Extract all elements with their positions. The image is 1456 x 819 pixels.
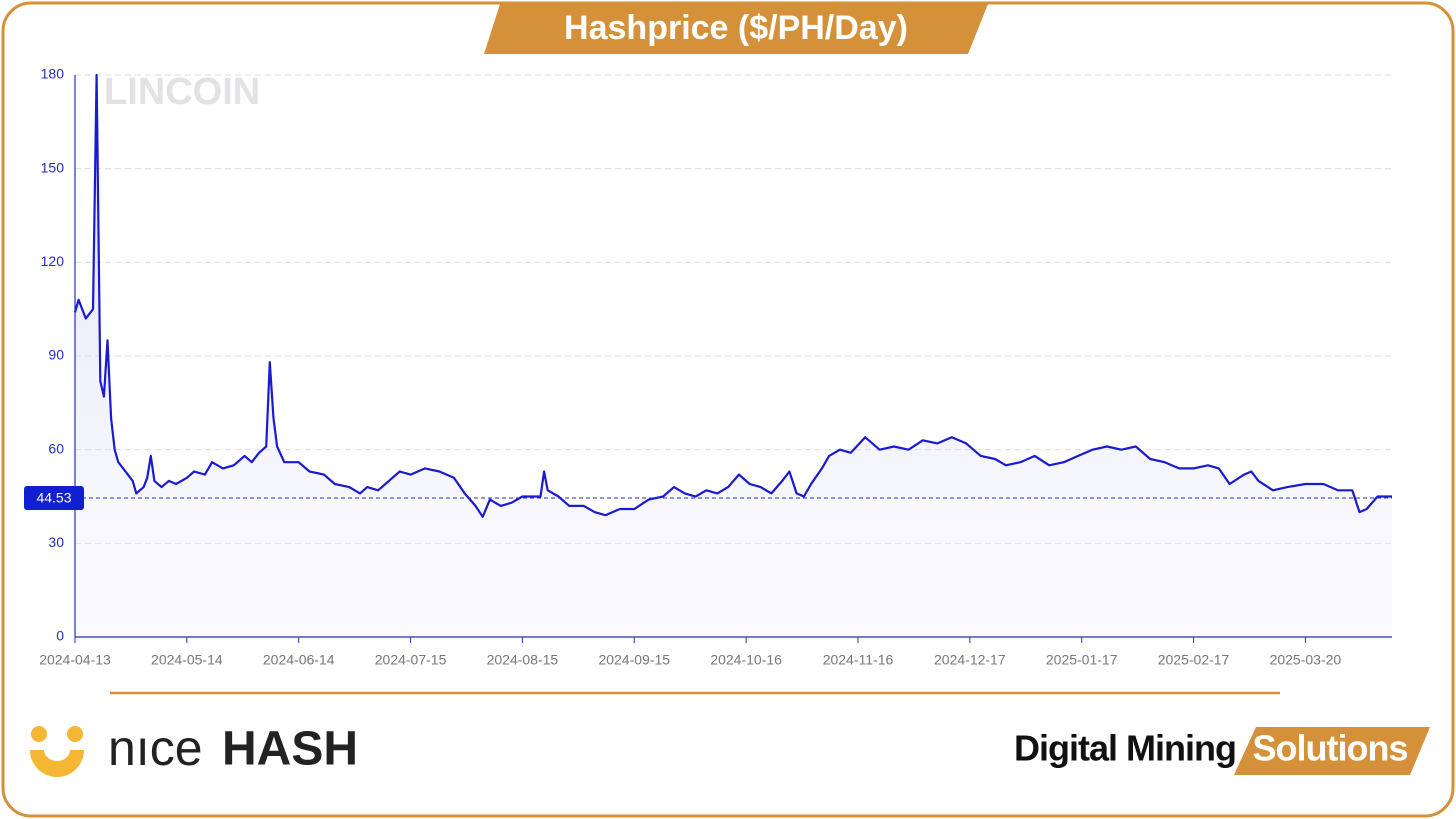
brand-right: Digital Mining (1014, 728, 1236, 769)
x-tick-label: 2024-11-16 (823, 652, 894, 668)
y-tick-label: 0 (56, 628, 64, 644)
brand-bold: HASH (222, 723, 358, 776)
x-tick-label: 2024-09-15 (598, 652, 670, 668)
y-tick-label: 180 (41, 66, 65, 82)
brand-tag: Solutions (1253, 728, 1408, 769)
line (73, 73, 1392, 518)
x-tick-label: 2024-12-17 (934, 652, 1006, 668)
x-tick-label: 2025-01-17 (1046, 652, 1118, 668)
brand-light: nıce (108, 720, 203, 776)
y-tick-label: 60 (48, 440, 64, 456)
x-tick-label: 2024-07-15 (375, 652, 447, 668)
x-tick-label: 2024-10-16 (710, 652, 782, 668)
nicehash-icon (30, 726, 84, 777)
brand-tag-bg (1234, 727, 1430, 775)
title-tab (484, 4, 988, 54)
x-tick-label: 2024-06-14 (263, 652, 335, 668)
x-tick-label: 2024-08-15 (487, 652, 559, 668)
y-tick-label: 150 (41, 159, 65, 175)
x-tick-label: 2025-03-20 (1270, 652, 1342, 668)
current-badge (24, 485, 84, 510)
watermark: LINCOIN (104, 71, 260, 113)
x-tick-label: 2025-02-17 (1158, 652, 1230, 668)
area (75, 75, 1392, 637)
x-tick-label: 2024-05-14 (151, 652, 223, 668)
plot: 0 30 60 90 120 150 180 2024-04-13 2024-05-14 2024… (24, 66, 1392, 668)
current-label: 44.53 (36, 490, 71, 506)
chart-title: Hashprice ($/PH/Day) (564, 9, 908, 47)
y-tick-label: 30 (48, 534, 64, 550)
x-tick-label: 2024-04-13 (39, 652, 111, 668)
y-tick-label: 120 (41, 253, 65, 269)
y-tick-label: 90 (48, 347, 64, 363)
